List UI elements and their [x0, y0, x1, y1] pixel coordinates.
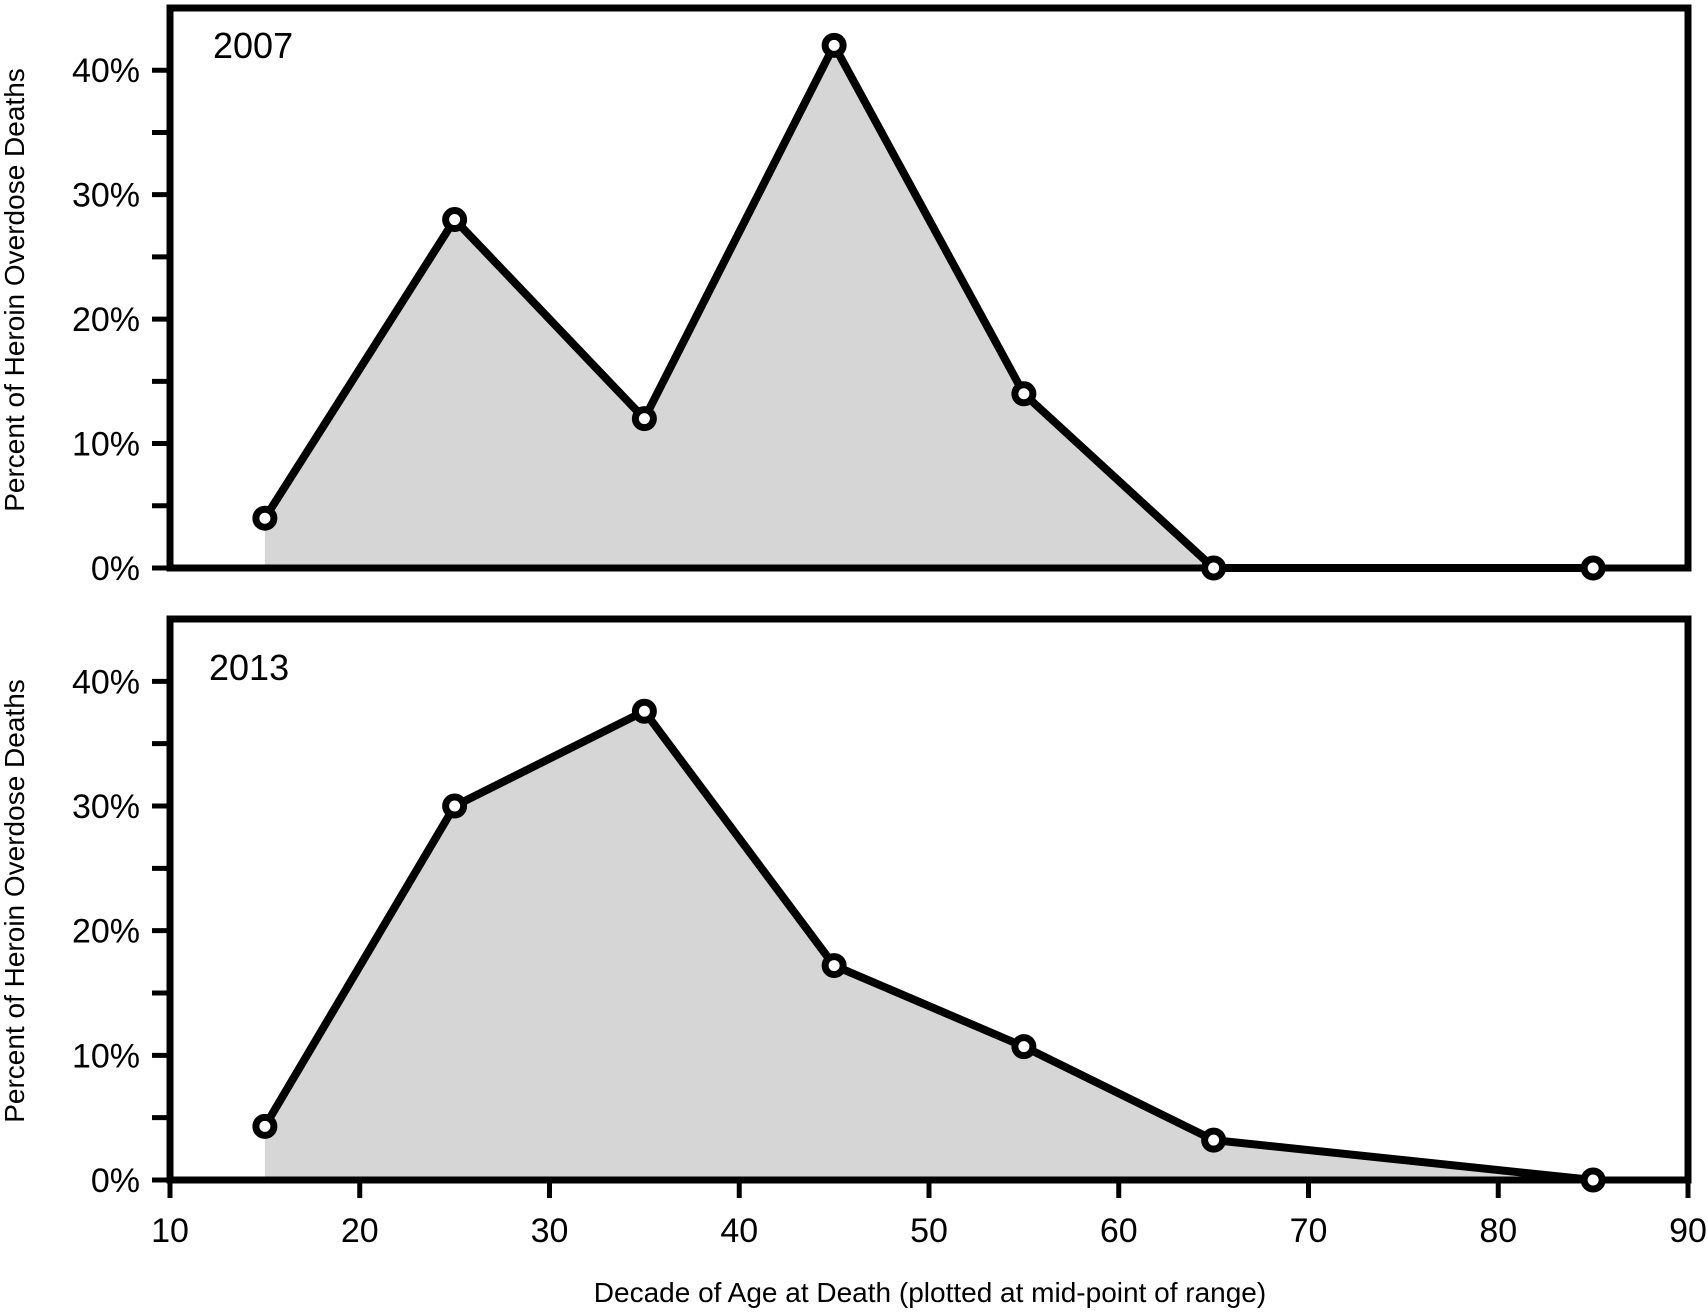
data-point [252, 1113, 278, 1139]
data-point [631, 698, 657, 724]
x-axis-title: Decade of Age at Death (plotted at mid-p… [594, 1277, 1266, 1308]
y-tick-label: 40% [72, 52, 140, 90]
data-point [821, 32, 847, 58]
data-point [1201, 555, 1227, 581]
data-point [1580, 1167, 1606, 1193]
x-tick-label: 30 [531, 1212, 569, 1250]
data-point [442, 207, 468, 233]
x-tick-label: 70 [1290, 1212, 1328, 1250]
y-tick-label: 0% [91, 1162, 140, 1200]
area-fill [264, 711, 1594, 1180]
x-tick-label: 60 [1100, 1212, 1138, 1250]
x-tick-label: 90 [1669, 1212, 1707, 1250]
data-point [442, 793, 468, 819]
x-tick-label: 20 [341, 1212, 379, 1250]
y-tick-label: 20% [72, 301, 140, 339]
y-tick-label: 10% [72, 1037, 140, 1075]
y-tick-label: 10% [72, 426, 140, 464]
data-point [1011, 381, 1037, 407]
y-axis-title-top: Percent of Heroin Overdose Deaths [0, 68, 30, 512]
x-tick-label: 10 [151, 1212, 189, 1250]
panel-label-2013: 2013 [209, 647, 289, 688]
panel-label-2007: 2007 [213, 25, 293, 66]
data-point [1201, 1127, 1227, 1153]
y-tick-label: 0% [91, 550, 140, 588]
y-axis-title-bottom: Percent of Heroin Overdose Deaths [0, 679, 30, 1123]
data-point [821, 953, 847, 979]
y-tick-label: 30% [72, 788, 140, 826]
x-tick-label: 50 [910, 1212, 948, 1250]
plot-frame [166, 4, 1692, 572]
y-tick-label: 40% [72, 663, 140, 701]
panel-2013: 2013 Percent of Heroin Overdose Deaths 0… [0, 615, 1707, 1250]
data-point [631, 406, 657, 432]
x-tick-label: 80 [1479, 1212, 1517, 1250]
panel-2007: 2007 Percent of Heroin Overdose Deaths 0… [0, 4, 1692, 588]
data-point [1580, 555, 1606, 581]
data-point [1011, 1034, 1037, 1060]
y-tick-label: 20% [72, 913, 140, 951]
data-point [252, 505, 278, 531]
x-tick-label: 40 [720, 1212, 758, 1250]
y-tick-label: 30% [72, 177, 140, 215]
area-fill [264, 45, 1594, 569]
